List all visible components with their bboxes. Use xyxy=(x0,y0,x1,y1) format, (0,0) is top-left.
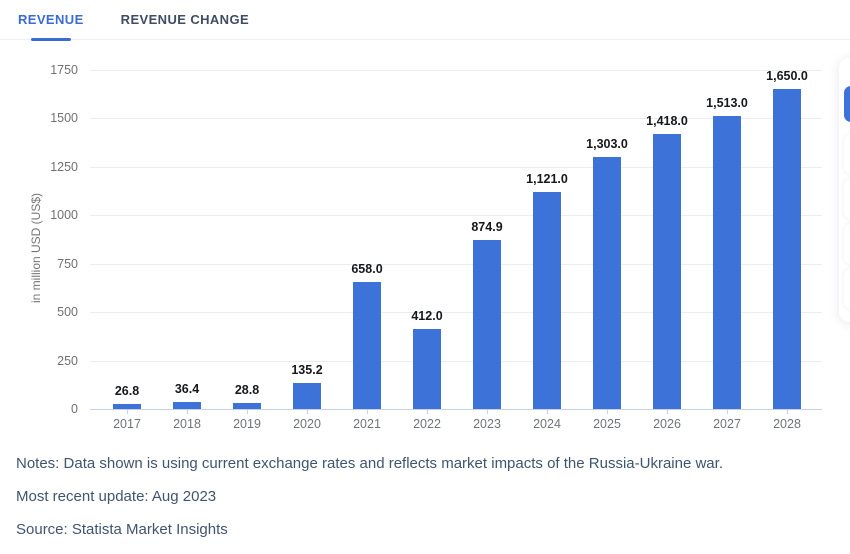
side-toolbar-button[interactable] xyxy=(844,269,850,309)
gridline xyxy=(90,263,822,265)
bar-2025[interactable] xyxy=(593,156,621,409)
gridline xyxy=(90,70,822,71)
x-axis-tick xyxy=(427,409,428,414)
bar-2026[interactable] xyxy=(653,134,681,409)
gridline xyxy=(90,360,822,362)
tab-revenue-change[interactable]: REVENUE CHANGE xyxy=(120,12,250,27)
x-axis-tick xyxy=(307,409,308,414)
bar-value-label: 412.0 xyxy=(411,309,443,324)
gridline xyxy=(90,118,822,120)
x-axis-tick xyxy=(607,409,608,414)
chart-tab-bar: REVENUE REVENUE CHANGE xyxy=(0,0,850,40)
bar-2020[interactable] xyxy=(293,382,321,409)
bar-value-label: 26.8 xyxy=(114,383,140,398)
bar-value-label: 874.9 xyxy=(471,219,503,234)
bar-2023[interactable] xyxy=(473,239,501,409)
y-tick-label: 750 xyxy=(57,256,78,271)
x-tick-label: 2022 xyxy=(413,417,441,431)
x-tick-label: 2017 xyxy=(113,417,141,431)
revenue-bar-chart: in million USD (US$) 0 250 500 750 1000 1250 1… xyxy=(0,40,850,440)
bar-2028[interactable] xyxy=(773,89,801,409)
side-toolbar-button[interactable] xyxy=(844,134,850,174)
bar-2022[interactable] xyxy=(413,329,441,409)
bar-value-label: 28.8 xyxy=(234,383,260,398)
y-tick-label: 1500 xyxy=(50,111,78,126)
bar-2027[interactable] xyxy=(713,115,741,409)
x-tick-label: 2026 xyxy=(653,417,681,431)
x-axis-line xyxy=(90,409,822,410)
bar-value-label: 1,650.0 xyxy=(766,69,808,84)
gridline xyxy=(90,166,822,168)
x-tick-label: 2019 xyxy=(233,417,261,431)
x-axis-tick xyxy=(787,409,788,414)
y-tick-label: 1750 xyxy=(50,63,78,77)
x-tick-label: 2025 xyxy=(593,417,621,431)
x-axis-tick xyxy=(187,409,188,414)
x-axis-tick xyxy=(127,409,128,414)
x-axis-tick xyxy=(547,409,548,414)
bar-2017[interactable] xyxy=(113,403,141,409)
tab-revenue[interactable]: REVENUE xyxy=(18,0,84,40)
gridline xyxy=(90,312,822,314)
side-toolbar-button[interactable] xyxy=(844,179,850,219)
x-tick-label: 2028 xyxy=(773,417,801,431)
y-tick-label: 1250 xyxy=(50,159,78,174)
y-tick-label: 500 xyxy=(57,305,78,320)
x-tick-label: 2018 xyxy=(173,417,201,431)
bar-value-label: 135.2 xyxy=(291,362,323,377)
bar-value-label: 1,418.0 xyxy=(646,114,688,129)
update-line: Most recent update: Aug 2023 xyxy=(16,488,217,505)
x-axis-tick xyxy=(667,409,668,414)
bar-2024[interactable] xyxy=(533,191,561,409)
bar-2018[interactable] xyxy=(173,401,201,409)
side-toolbar-primary-button[interactable] xyxy=(844,86,850,122)
source-line: Source: Statista Market Insights xyxy=(16,521,228,538)
gridline xyxy=(90,215,822,217)
x-tick-label: 2027 xyxy=(713,417,741,431)
x-tick-label: 2024 xyxy=(533,417,561,431)
x-tick-label: 2021 xyxy=(353,417,381,431)
bar-value-label: 658.0 xyxy=(351,261,383,276)
side-toolbar-button[interactable] xyxy=(844,224,850,264)
y-tick-label: 1000 xyxy=(50,208,78,223)
x-tick-label: 2023 xyxy=(473,417,501,431)
x-axis-tick xyxy=(367,409,368,414)
x-axis-tick xyxy=(487,409,488,414)
bar-2019[interactable] xyxy=(233,403,261,409)
bar-value-label: 1,513.0 xyxy=(706,95,748,110)
notes-line: Notes: Data shown is using current excha… xyxy=(16,455,723,472)
x-axis-tick xyxy=(727,409,728,414)
bar-value-label: 1,303.0 xyxy=(586,136,628,151)
bar-value-label: 1,121.0 xyxy=(526,171,568,186)
x-tick-label: 2020 xyxy=(293,417,321,431)
x-axis-tick xyxy=(247,409,248,414)
bar-2021[interactable] xyxy=(353,281,381,409)
chart-footer: Notes: Data shown is using current excha… xyxy=(16,456,836,554)
bar-value-label: 36.4 xyxy=(174,381,200,396)
y-tick-label: 250 xyxy=(57,353,78,368)
y-tick-label: 0 xyxy=(71,402,78,416)
